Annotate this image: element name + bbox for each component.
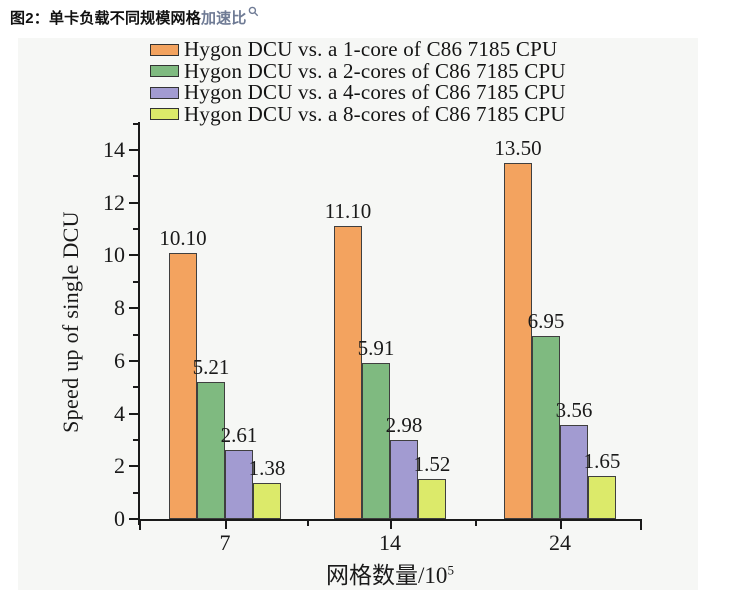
bar-value-label: 1.65 (583, 448, 621, 473)
legend-swatch (150, 108, 179, 121)
x-axis-tick (139, 521, 141, 530)
y-tick-label: 8 (114, 295, 125, 321)
y-axis-tick (133, 122, 138, 125)
bar (225, 450, 253, 519)
y-tick-label: 2 (114, 453, 125, 479)
y-axis-tick (129, 412, 138, 415)
bar-value-label: 3.56 (555, 398, 593, 423)
x-axis-tick (390, 521, 392, 529)
search-icon[interactable] (248, 4, 259, 21)
y-axis-tick (129, 465, 138, 468)
legend-swatch (150, 65, 179, 78)
y-axis-tick (133, 438, 138, 441)
legend-item: Hygon DCU vs. a 1-core of C86 7185 CPU (150, 37, 566, 61)
y-tick-label: 6 (114, 347, 125, 373)
bar-value-label: 5.91 (357, 336, 395, 361)
chart-legend: Hygon DCU vs. a 1-core of C86 7185 CPU Hy… (150, 37, 566, 126)
caption-text: 单卡负载不同规模网格 (48, 10, 201, 27)
caption-prefix: 图2： (10, 10, 49, 27)
bar-value-label: 11.10 (324, 199, 372, 224)
bar (169, 252, 197, 519)
legend-label: Hygon DCU vs. a 8-cores of C86 7185 CPU (184, 101, 566, 126)
y-axis-tick (129, 518, 138, 520)
y-axis-tick (133, 491, 138, 494)
y-axis-tick (129, 201, 138, 204)
x-axis-tick (475, 521, 477, 526)
legend-label: Hygon DCU vs. a 1-core of C86 7185 CPU (184, 37, 558, 61)
bar (532, 335, 560, 519)
y-axis-tick (129, 359, 138, 362)
bar (588, 475, 616, 519)
bar (362, 363, 390, 519)
x-axis-tick (560, 521, 562, 529)
y-tick-label: 14 (103, 137, 125, 162)
bar-value-label: 6.95 (527, 308, 565, 333)
y-axis-title: Speed up of single DCU (58, 211, 83, 433)
bar-value-label: 1.38 (248, 455, 286, 480)
caption-link[interactable]: 加速比 (200, 10, 247, 27)
bar-value-label: 5.21 (192, 354, 230, 379)
y-tick-label: 0 (114, 506, 125, 531)
y-tick-label: 12 (103, 189, 125, 215)
legend-label: Hygon DCU vs. a 2-cores of C86 7185 CPU (184, 58, 566, 83)
bar (504, 163, 532, 519)
y-axis-tick (133, 175, 138, 178)
legend-swatch (150, 43, 179, 56)
y-axis-tick (133, 228, 138, 231)
legend-label: Hygon DCU vs. a 4-cores of C86 7185 CPU (184, 80, 566, 104)
y-tick-label: 10 (103, 242, 125, 268)
bar (197, 381, 225, 519)
x-tick-label: 7 (219, 530, 231, 555)
y-axis-tick (133, 280, 138, 283)
y-axis-tick (129, 307, 138, 310)
x-axis-tick (307, 521, 309, 526)
x-tick-label: 24 (549, 530, 571, 555)
figure-caption: 图2：单卡负载不同规模网格加速比 (10, 4, 259, 28)
x-axis-title: 网格数量/105 (140, 556, 640, 590)
bar (253, 482, 281, 519)
x-tick-label: 14 (379, 530, 401, 555)
x-axis-title-text: 网格数量/10 (326, 563, 448, 588)
y-tick-label: 4 (114, 400, 125, 426)
bar-value-label: 2.98 (385, 413, 423, 438)
y-axis-tick (133, 333, 138, 336)
y-axis-tick (129, 149, 138, 151)
y-axis (138, 122, 140, 525)
bar-value-label: 1.52 (413, 451, 451, 476)
x-axis (138, 519, 642, 521)
y-axis-tick (133, 386, 138, 389)
legend-item: Hygon DCU vs. a 4-cores of C86 7185 CPU (150, 80, 566, 104)
x-axis-tick (640, 521, 642, 530)
bar (390, 440, 418, 519)
bar (560, 425, 588, 519)
x-axis-title-superscript: 5 (447, 562, 454, 578)
bar-value-label: 10.10 (159, 225, 207, 250)
bar (334, 226, 362, 519)
bar-value-label: 2.61 (220, 423, 258, 448)
legend-item: Hygon DCU vs. a 2-cores of C86 7185 CPU (150, 58, 566, 83)
bar-value-label: 13.50 (494, 136, 542, 161)
legend-item: Hygon DCU vs. a 8-cores of C86 7185 CPU (150, 101, 566, 126)
bar (418, 478, 446, 519)
y-axis-tick (129, 254, 138, 257)
legend-swatch (150, 86, 179, 99)
x-axis-tick (225, 521, 227, 529)
